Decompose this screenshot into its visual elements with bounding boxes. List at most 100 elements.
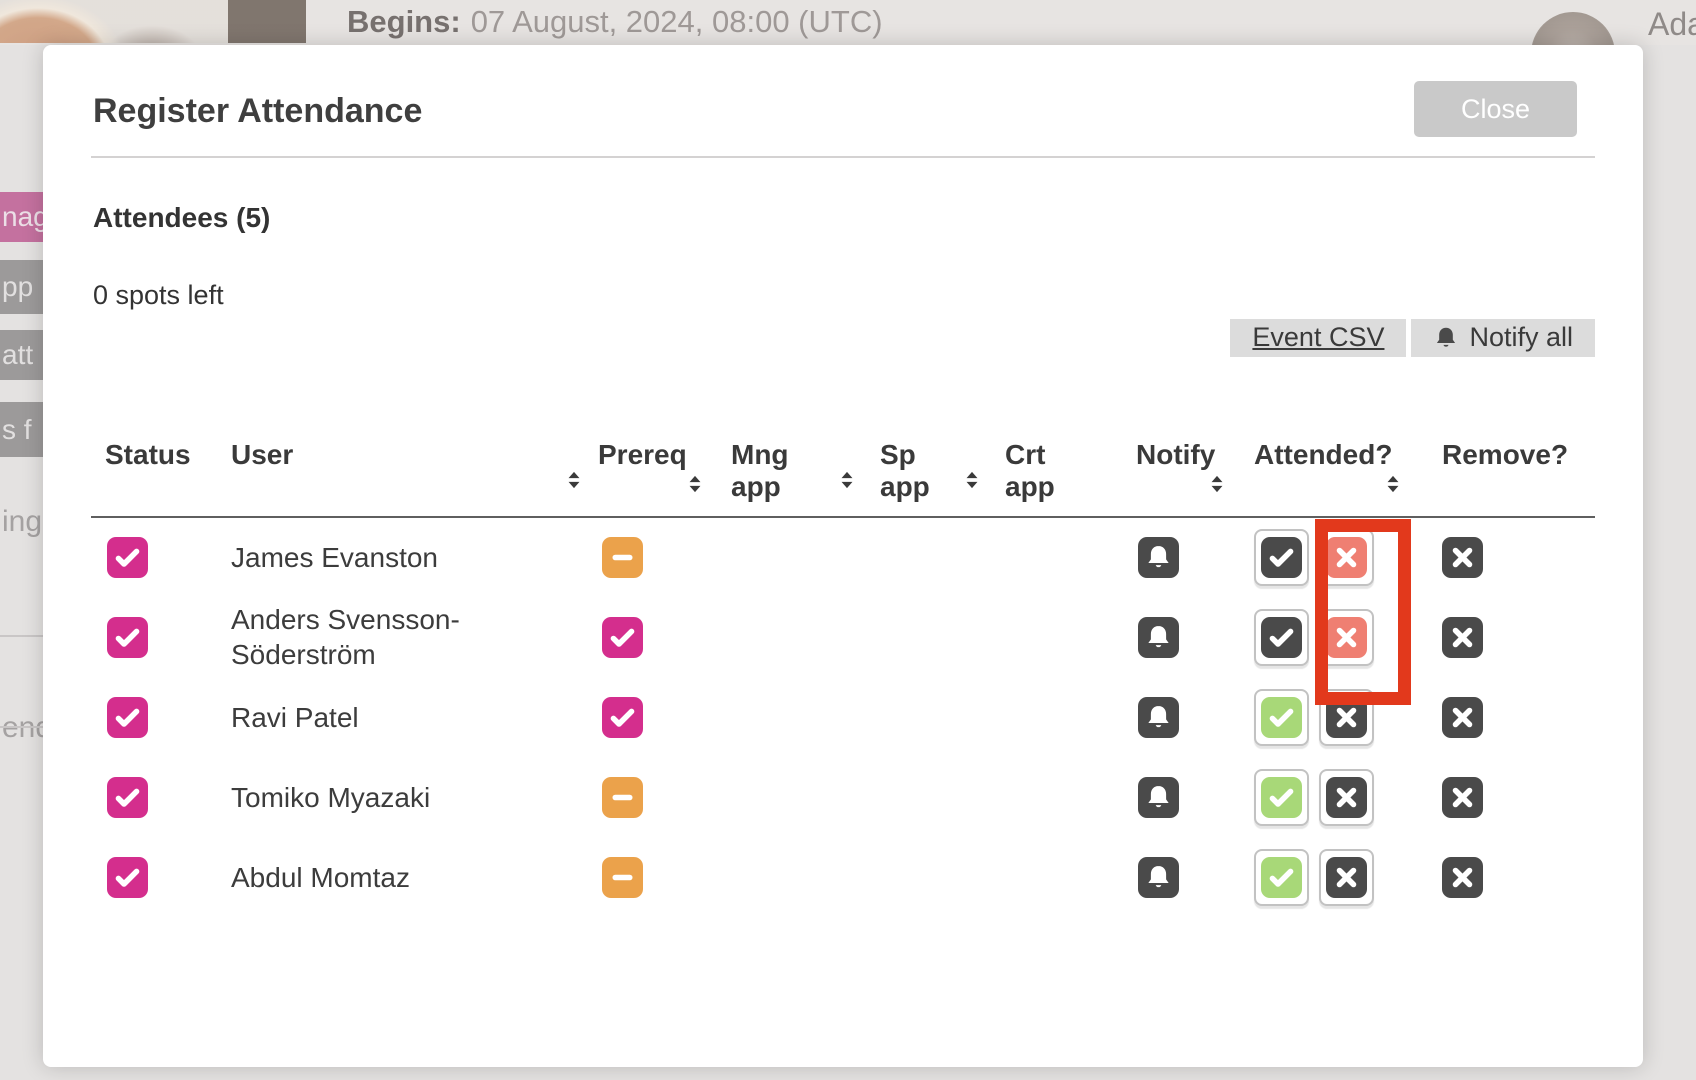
attended-yes-button[interactable] <box>1254 689 1309 747</box>
sort-icon[interactable] <box>963 465 981 497</box>
notify-cell <box>1118 537 1238 579</box>
x-icon <box>1326 537 1367 579</box>
spots-left-text: 0 spots left <box>93 279 224 310</box>
remove-cell <box>1428 697 1595 739</box>
column-header-label: Remove? <box>1442 438 1569 470</box>
modal-title: Register Attendance <box>93 92 423 130</box>
sort-icon[interactable] <box>838 465 856 497</box>
attended-cell <box>1238 769 1428 827</box>
attended-yes-button[interactable] <box>1254 849 1309 907</box>
status-checkbox-checked[interactable] <box>107 617 148 659</box>
attended-yes-button[interactable] <box>1254 609 1309 667</box>
user-cell: Anders Svensson-Söderström <box>213 603 588 671</box>
user-name: James Evanston <box>231 541 438 573</box>
prereq-indicator <box>602 777 643 819</box>
prereq-cell <box>588 617 723 659</box>
remove-button[interactable] <box>1442 537 1483 579</box>
remove-cell <box>1428 857 1595 899</box>
notify-cell <box>1118 857 1238 899</box>
remove-button[interactable] <box>1442 697 1483 739</box>
column-header: Notify <box>1118 439 1238 503</box>
column-header: User <box>213 439 588 503</box>
title-divider <box>91 155 1595 158</box>
close-button[interactable]: Close <box>1414 81 1577 137</box>
status-checkbox-checked[interactable] <box>107 857 148 899</box>
user-cell: Tomiko Myazaki <box>213 781 588 815</box>
notify-bell-button[interactable] <box>1138 537 1179 579</box>
event-csv-button[interactable]: Event CSV <box>1230 318 1407 357</box>
notify-bell-button[interactable] <box>1138 697 1179 739</box>
sort-icon[interactable] <box>1208 469 1238 501</box>
sidebar-fragment[interactable]: pp <box>0 260 43 314</box>
sidebar-fragment[interactable]: s f <box>0 402 43 457</box>
column-header-label: Prereq <box>598 438 687 470</box>
attended-no-button[interactable] <box>1319 769 1374 827</box>
prereq-cell <box>588 537 723 579</box>
status-cell <box>91 777 213 819</box>
attended-no-button[interactable] <box>1319 849 1374 907</box>
status-cell <box>91 537 213 579</box>
event-begins-text: Begins: 07 August, 2024, 08:00 (UTC) <box>347 0 883 45</box>
check-icon <box>1261 537 1302 579</box>
sidebar-divider <box>0 635 43 637</box>
column-header: Sp app <box>868 439 993 503</box>
remove-cell <box>1428 537 1595 579</box>
attended-cell <box>1238 529 1428 587</box>
background-top-band: Begins: 07 August, 2024, 08:00 (UTC) <box>0 0 1696 45</box>
user-name: Tomiko Myazaki <box>231 781 431 813</box>
notify-bell-button[interactable] <box>1138 617 1179 659</box>
status-cell <box>91 697 213 739</box>
user-cell: Ravi Patel <box>213 701 588 735</box>
attended-no-button[interactable] <box>1319 609 1374 667</box>
sidebar-fragment[interactable]: att <box>0 330 43 380</box>
remove-button[interactable] <box>1442 617 1483 659</box>
sort-icon[interactable] <box>1384 469 1428 501</box>
x-icon <box>1326 857 1367 899</box>
notify-bell-button[interactable] <box>1138 777 1179 819</box>
begins-label: Begins: <box>347 4 461 39</box>
background-sidebar: nag pp att s f ing end <box>0 45 43 1080</box>
status-checkbox-checked[interactable] <box>107 697 148 739</box>
sidebar-fragment[interactable]: nag <box>0 192 43 242</box>
table-actions: Event CSV Notify all <box>91 318 1595 357</box>
event-photo-fragment <box>0 0 306 43</box>
column-header: Mng app <box>723 439 868 503</box>
status-checkbox-checked[interactable] <box>107 777 148 819</box>
column-header-label: Status <box>105 438 191 470</box>
attended-yes-button[interactable] <box>1254 769 1309 827</box>
column-header: Remove? <box>1428 439 1595 503</box>
prereq-cell <box>588 697 723 739</box>
notify-bell-button[interactable] <box>1138 857 1179 899</box>
status-cell <box>91 617 213 659</box>
column-header-label: Crt app <box>1005 438 1055 502</box>
attended-no-button[interactable] <box>1319 529 1374 587</box>
table-row: Anders Svensson-Söderström <box>91 598 1595 678</box>
notify-all-button[interactable]: Notify all <box>1411 318 1595 357</box>
user-cell: Abdul Momtaz <box>213 861 588 895</box>
check-icon <box>1261 617 1302 659</box>
attended-cell <box>1238 609 1428 667</box>
user-cell: James Evanston <box>213 541 588 575</box>
attended-cell <box>1238 689 1428 747</box>
remove-button[interactable] <box>1442 857 1483 899</box>
status-cell <box>91 857 213 899</box>
x-icon <box>1326 697 1367 739</box>
user-name-fragment: Ada <box>1648 6 1696 42</box>
attended-no-button[interactable] <box>1319 689 1374 747</box>
bell-icon <box>1433 325 1459 351</box>
attended-yes-button[interactable] <box>1254 529 1309 587</box>
check-icon <box>1261 697 1302 739</box>
prereq-indicator <box>602 697 643 739</box>
column-header: Attended? <box>1238 439 1428 503</box>
column-header: Status <box>91 439 213 503</box>
remove-button[interactable] <box>1442 777 1483 819</box>
column-header-label: User <box>231 438 294 470</box>
remove-cell <box>1428 777 1595 819</box>
table-row: James Evanston <box>91 518 1595 598</box>
check-icon <box>1261 857 1302 899</box>
sidebar-fragment: ing <box>2 505 43 538</box>
notify-all-label: Notify all <box>1469 322 1573 353</box>
status-checkbox-checked[interactable] <box>107 537 148 579</box>
sort-icon[interactable] <box>686 469 723 501</box>
sort-icon[interactable] <box>565 465 583 497</box>
